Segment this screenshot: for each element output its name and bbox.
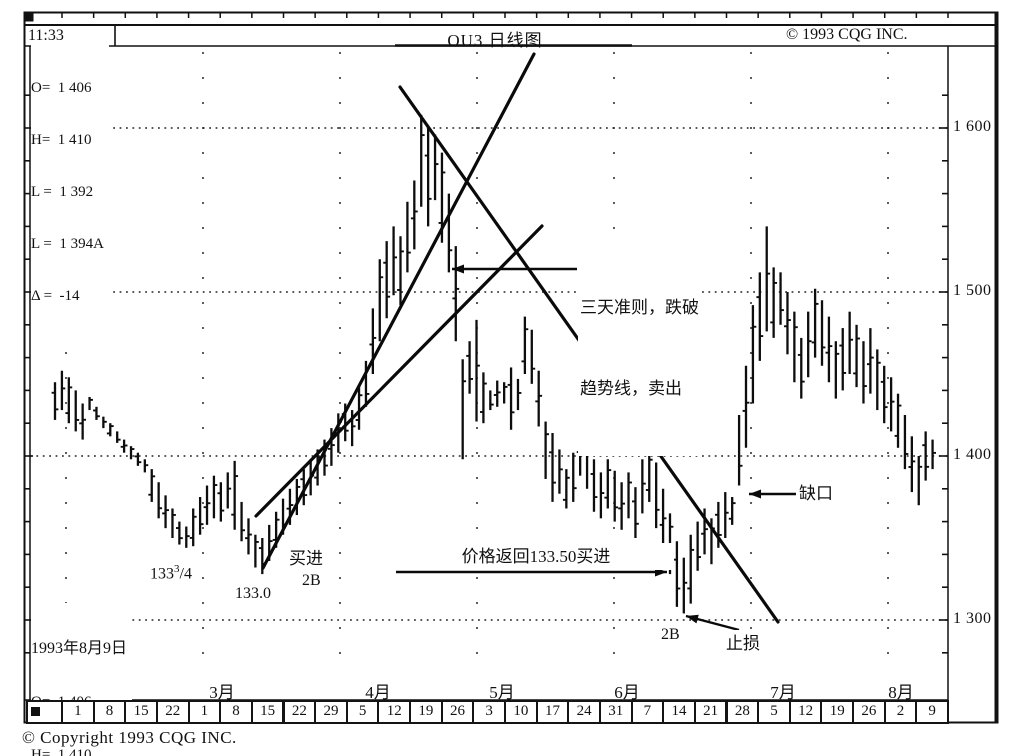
- annotation-2b-buy: 2B: [300, 571, 323, 591]
- week-cell: 22: [155, 700, 190, 724]
- week-cell: 14: [662, 700, 696, 724]
- label-base: 133: [150, 565, 174, 583]
- month-label: 6月: [614, 683, 640, 702]
- month-label: 3月: [209, 683, 235, 702]
- annotation-gap: 缺口: [797, 480, 835, 507]
- price-bars-layer: [51, 114, 936, 614]
- quote-date: 1993年8月9日: [31, 640, 128, 657]
- week-cell: 2: [883, 700, 918, 724]
- y-tick-label: 1 600: [953, 118, 992, 135]
- y-tick-label: 1 500: [953, 282, 992, 299]
- price-label-133-3-4: 1333/4: [148, 559, 194, 585]
- annotation-sell-line1: 三天准则，跌破: [580, 298, 699, 317]
- week-cell: 31: [598, 700, 633, 724]
- week-cell: 21: [693, 700, 728, 724]
- week-cell: 12: [377, 700, 412, 724]
- chart-title: OU3 日线图: [447, 31, 543, 50]
- week-cell: 3: [472, 700, 506, 724]
- week-cell: 28: [725, 700, 760, 724]
- price-label-133-0: 133.0: [233, 584, 273, 604]
- week-cell: 10: [504, 700, 538, 724]
- annotation-sell-line2: 趋势线，卖出: [580, 379, 682, 398]
- annotation-reentry: 价格返回133.50买进: [398, 543, 674, 570]
- week-cell: 24: [567, 700, 601, 724]
- month-label: 4月: [365, 683, 391, 702]
- week-cell: 15: [250, 700, 285, 724]
- corner-mark: [23, 11, 34, 22]
- trendline-uptrend-shallow: [254, 224, 544, 518]
- month-label: 5月: [489, 683, 515, 702]
- week-cell: 1: [61, 700, 95, 724]
- footer-copyright: © Copyright 1993 CQG INC.: [22, 728, 237, 747]
- week-cell: 5: [345, 700, 380, 724]
- quote-block-top: O= 1 406 H= 1 410 L = 1 392 L = 1 394A Δ…: [31, 44, 109, 340]
- quote-open: O= 1 406: [31, 80, 92, 96]
- sell-signal-arrow-head: [452, 264, 464, 274]
- quote-delta: Δ = -14: [31, 288, 80, 304]
- week-cell: 26: [440, 700, 475, 724]
- quote-high: H= 1 410: [31, 132, 92, 148]
- annotation-stop-loss: 止损: [724, 630, 762, 657]
- week-cell: 7: [630, 700, 665, 724]
- annotation-buy: 买进: [287, 545, 325, 572]
- week-cell: 5: [757, 700, 791, 724]
- week-cell: 22: [282, 700, 317, 724]
- week-cell: 1: [187, 700, 222, 724]
- week-cell: 8: [92, 700, 127, 724]
- week-cell: 17: [535, 700, 570, 724]
- quote-high: H= 1 410: [31, 747, 92, 756]
- label-frac: /4: [179, 565, 192, 583]
- month-label: 8月: [888, 683, 914, 702]
- week-cell: 9: [915, 700, 949, 724]
- annotation-sell-rule: 三天准则，跌破 趋势线，卖出: [578, 240, 701, 456]
- week-cell: 19: [820, 700, 855, 724]
- week-cell: 15: [124, 700, 158, 724]
- week-cell: 8: [219, 700, 253, 724]
- week-cell: 19: [409, 700, 443, 724]
- quote-last: L = 1 394A: [31, 236, 104, 252]
- gap-arrow-head: [749, 489, 761, 499]
- week-cell: 29: [314, 700, 348, 724]
- cursor-square-icon: [31, 707, 40, 716]
- annotation-arrows-layer: [396, 264, 796, 632]
- trendline-uptrend-steep: [261, 52, 536, 570]
- week-cell-marker: [26, 700, 64, 724]
- week-cell: 26: [852, 700, 886, 724]
- annotation-2b-bottom: 2B: [659, 625, 682, 645]
- month-label: 7月: [770, 683, 796, 702]
- time-display: 11:33: [28, 27, 64, 44]
- label-sup: 3: [174, 563, 180, 575]
- stop-arrow-head: [686, 614, 699, 624]
- week-cell: 12: [788, 700, 823, 724]
- y-tick-label: 1 400: [953, 446, 992, 463]
- header-copyright: © 1993 CQG INC.: [786, 26, 908, 43]
- y-tick-label: 1 300: [953, 610, 992, 627]
- quote-low: L = 1 392: [31, 184, 94, 200]
